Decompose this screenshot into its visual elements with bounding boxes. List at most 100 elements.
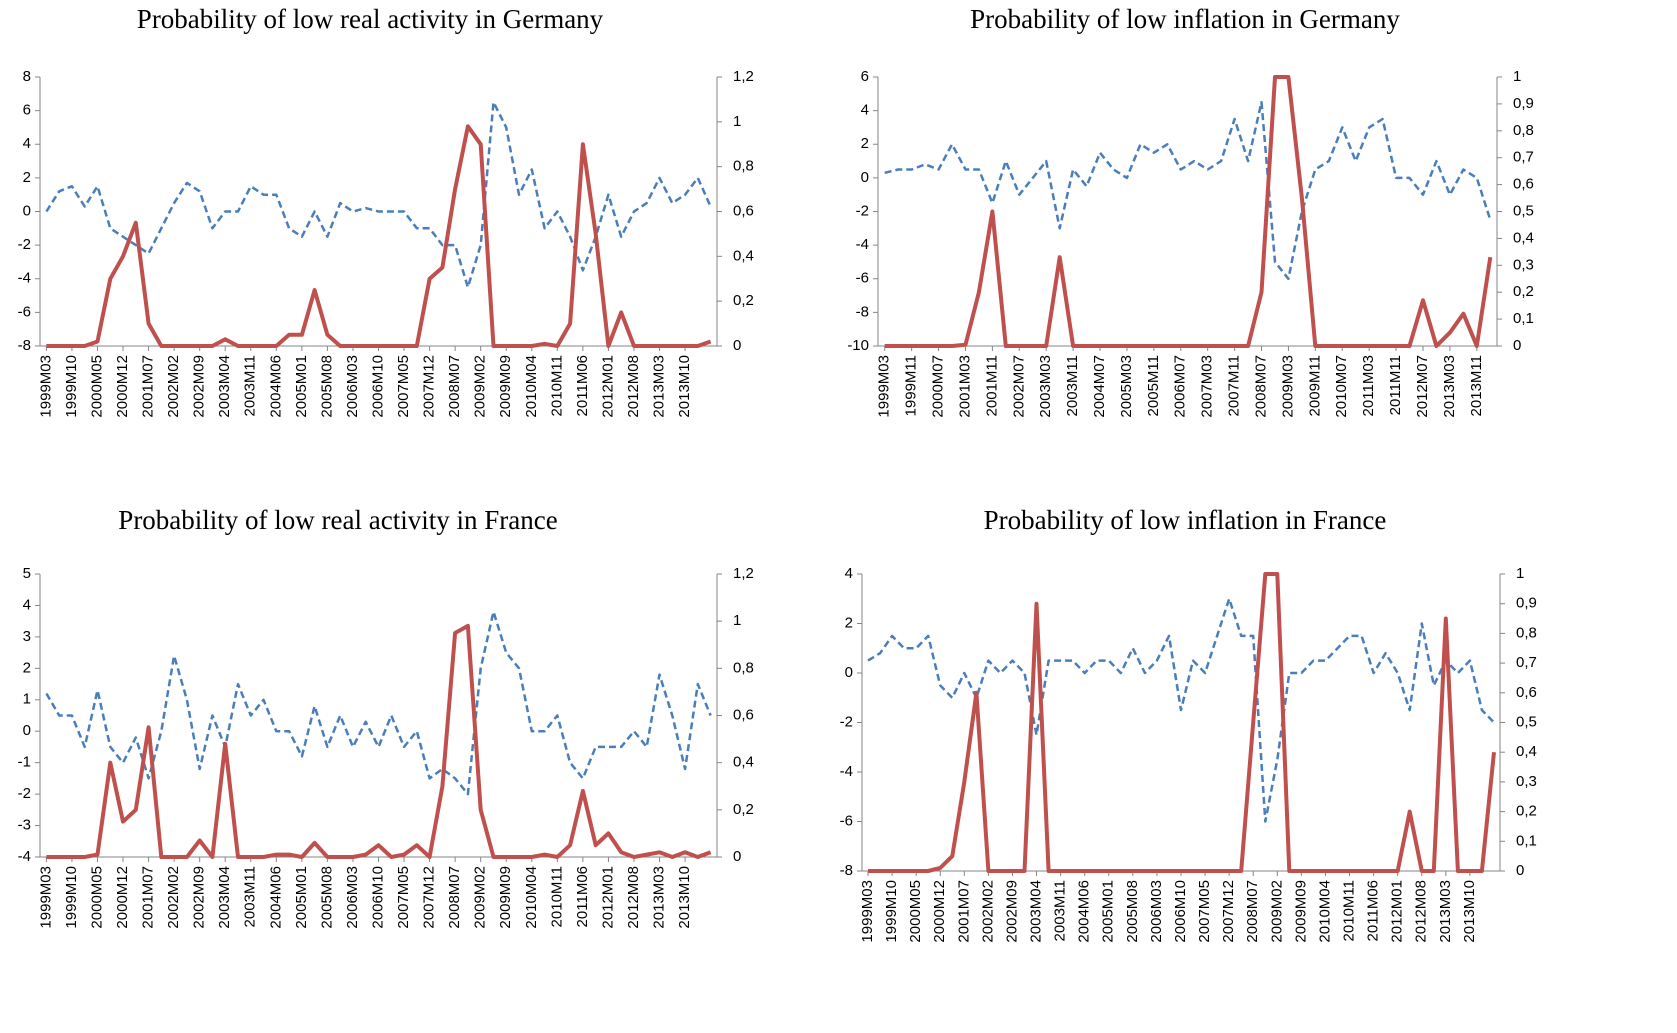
x-tick-label: 2009M02 [472, 866, 489, 929]
x-tick-label: 2011M06 [574, 355, 591, 416]
x-tick-label: 2002M09 [191, 866, 208, 929]
y2-tick-label: 0,8 [1516, 624, 1537, 641]
x-tick-label: 2007M11 [1226, 355, 1243, 416]
series-line [884, 100, 1492, 281]
y2-tick-label: 0,4 [1513, 229, 1534, 246]
x-tick-label: 2007M05 [395, 355, 412, 418]
x-tick-label: 1999M10 [63, 355, 80, 418]
x-tick-label: 2009M03 [1279, 355, 1296, 418]
x-tick-label: 2012M01 [1389, 880, 1406, 943]
x-tick-label: 2000M07 [930, 355, 947, 418]
x-tick-label: 2009M09 [497, 355, 514, 418]
x-tick-label: 2003M11 [242, 866, 259, 927]
x-tick-label: 2005M01 [293, 866, 310, 929]
series-line [45, 610, 712, 796]
x-tick-label: 2011M11 [1387, 355, 1404, 415]
y-tick-label: -2 [840, 713, 853, 730]
y2-tick-label: 0 [1516, 862, 1524, 879]
y2-tick-label: 0 [733, 848, 741, 865]
y-tick-label: 8 [23, 68, 31, 85]
x-tick-label: 2011M06 [1365, 880, 1382, 941]
x-tick-label: 2001M03 [956, 355, 973, 418]
y-tick-label: -8 [18, 337, 31, 354]
x-tick-label: 2010M11 [548, 355, 565, 416]
y2-tick-label: 0,8 [733, 158, 754, 175]
x-tick-label: 2008M07 [1244, 880, 1261, 943]
x-tick-label: 2005M08 [318, 866, 335, 929]
x-tick-label: 2006M10 [1172, 880, 1189, 943]
y-tick-label: -4 [18, 848, 31, 865]
y2-tick-label: 0,2 [1513, 283, 1534, 300]
x-tick-label: 2000M05 [88, 355, 105, 418]
y2-tick-label: 0,7 [1513, 149, 1534, 166]
y-tick-label: 0 [23, 202, 31, 219]
x-tick-label: 2012M01 [599, 866, 616, 929]
x-tick-label: 2007M12 [1220, 880, 1237, 943]
x-tick-label: 2004M07 [1091, 355, 1108, 418]
x-tick-label: 2013M10 [1461, 880, 1478, 943]
y2-tick-label: 1,2 [733, 68, 754, 85]
y-tick-label: -6 [840, 812, 853, 829]
x-tick-label: 2006M03 [1148, 880, 1165, 943]
x-tick-label: 2000M12 [931, 880, 948, 943]
x-tick-label: 1999M03 [37, 355, 54, 418]
series-line [46, 124, 712, 348]
x-tick-label: 2010M04 [523, 866, 540, 929]
y2-tick-label: 0,1 [1513, 310, 1534, 327]
x-tick-label: 2003M04 [1028, 880, 1045, 943]
x-tick-label: 2009M02 [1268, 880, 1285, 943]
y-tick-label: -4 [856, 236, 869, 253]
x-tick-label: 2012M08 [1413, 880, 1430, 943]
x-tick-label: 2012M07 [1414, 355, 1431, 418]
x-tick-label: 2007M03 [1199, 355, 1216, 418]
x-tick-label: 1999M10 [63, 866, 80, 929]
x-tick-label: 1999M10 [883, 880, 900, 943]
x-tick-label: 2003M04 [216, 355, 233, 418]
y2-tick-label: 0,5 [1513, 202, 1534, 219]
y2-tick-label: 0,6 [1513, 176, 1534, 193]
y-tick-label: 4 [23, 596, 31, 613]
x-tick-label: 2013M03 [650, 355, 667, 418]
x-tick-label: 2013M10 [676, 866, 693, 929]
x-tick-label: 2013M03 [1437, 880, 1454, 943]
x-tick-label: 2012M08 [625, 866, 642, 929]
y2-tick-label: 0,3 [1513, 256, 1534, 273]
x-tick-label: 2000M12 [114, 355, 131, 418]
x-tick-label: 2013M10 [676, 355, 693, 418]
y-tick-label: 2 [861, 135, 869, 152]
x-tick-label: 2008M07 [446, 866, 463, 929]
x-tick-label: 2002M02 [165, 866, 182, 929]
series-line [867, 597, 1495, 823]
y-tick-label: 5 [23, 565, 31, 582]
x-tick-label: 1999M03 [876, 355, 893, 418]
x-tick-label: 2005M01 [1100, 880, 1117, 943]
x-tick-label: 2013M11 [1468, 355, 1485, 416]
y2-tick-label: 1 [733, 612, 741, 629]
x-tick-label: 2001M07 [140, 355, 157, 418]
x-tick-label: 2013M03 [1441, 355, 1458, 418]
y-tick-label: -6 [856, 270, 869, 287]
x-tick-label: 2002M09 [191, 355, 208, 418]
x-tick-label: 2006M03 [344, 355, 361, 418]
y-tick-label: -1 [18, 754, 31, 771]
x-tick-label: 2011M06 [574, 866, 591, 927]
y2-tick-label: 0 [1513, 337, 1521, 354]
x-tick-label: 2001M11 [983, 355, 1000, 416]
chart-title: Probability of low inflation in Germany [970, 4, 1400, 34]
y-tick-label: 2 [23, 169, 31, 186]
x-tick-label: 2005M01 [293, 355, 310, 418]
x-tick-label: 2004M06 [267, 866, 284, 929]
y2-tick-label: 0,8 [1513, 122, 1534, 139]
y2-tick-label: 0,9 [1513, 95, 1534, 112]
y2-tick-label: 0 [733, 337, 741, 354]
y-tick-label: -4 [18, 270, 31, 287]
x-tick-label: 2009M09 [1292, 880, 1309, 943]
y-tick-label: -10 [847, 337, 869, 354]
x-tick-label: 1999M03 [37, 866, 54, 929]
x-tick-label: 2010M07 [1333, 355, 1350, 418]
x-tick-label: 2003M11 [242, 355, 259, 416]
y2-tick-label: 1 [733, 113, 741, 130]
y2-tick-label: 0,9 [1516, 595, 1537, 612]
series-line [884, 75, 1493, 348]
